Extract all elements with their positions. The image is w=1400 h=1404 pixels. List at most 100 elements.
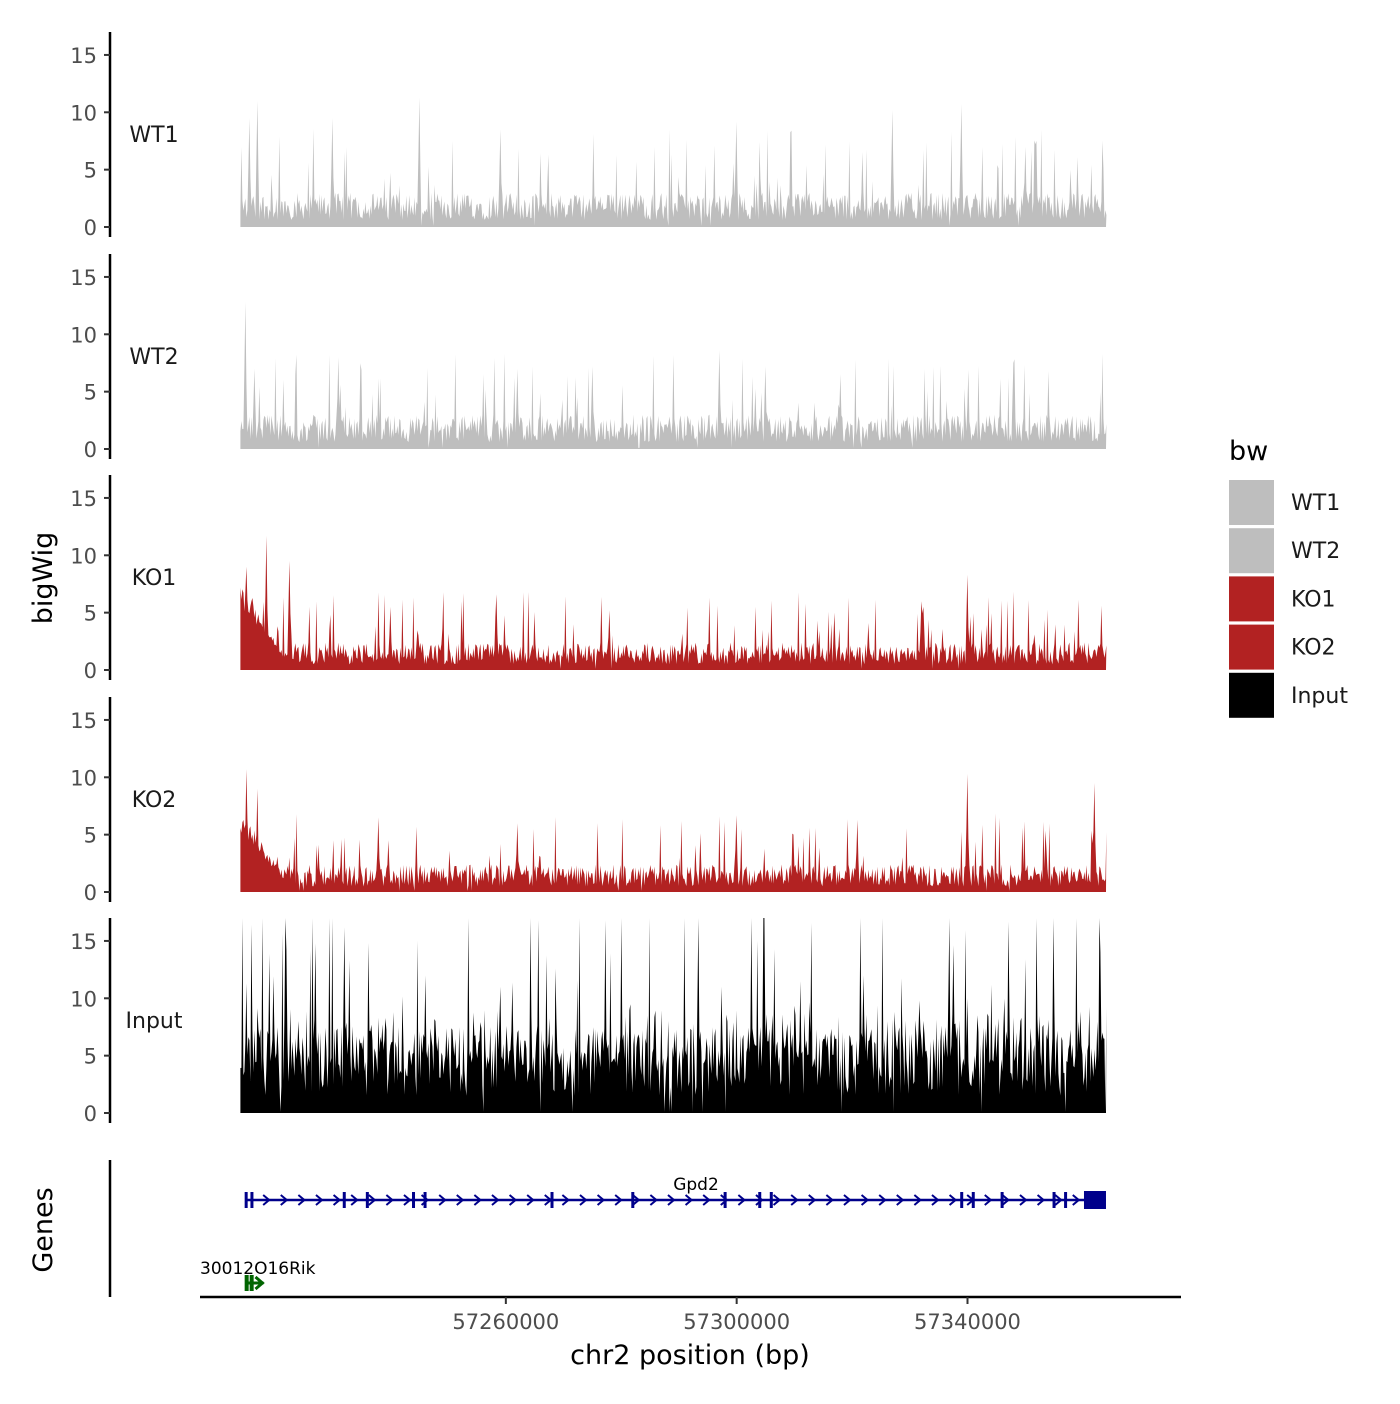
y-tick-label: 15 xyxy=(70,709,97,733)
strand-arrow xyxy=(984,1194,993,1206)
exon xyxy=(244,1275,249,1291)
exon xyxy=(769,1192,773,1208)
strand-arrow xyxy=(755,1194,764,1206)
y-tick-label: 10 xyxy=(70,323,97,347)
exon xyxy=(365,1192,369,1208)
strand-arrow xyxy=(596,1194,606,1206)
exon-last xyxy=(1083,1191,1106,1209)
y-tick-label: 10 xyxy=(70,101,97,125)
legend-label-ko2: KO2 xyxy=(1291,636,1336,661)
exon xyxy=(423,1192,427,1208)
strand-arrow xyxy=(931,1194,940,1206)
gene-label-rik: 30012O16Rik xyxy=(200,1259,316,1279)
signal-area-wt1 xyxy=(240,97,1107,228)
y-tick-label: 15 xyxy=(70,266,97,290)
strand-arrow xyxy=(579,1194,588,1206)
y-tick-label: 5 xyxy=(84,381,97,405)
y-tick-label: 15 xyxy=(70,487,97,511)
exon xyxy=(250,1192,254,1208)
strand-arrow xyxy=(843,1194,852,1206)
strand-arrow xyxy=(825,1194,834,1206)
strand-arrow xyxy=(948,1194,958,1206)
signal-area-ko2 xyxy=(240,769,1107,892)
signal-area-ko1 xyxy=(240,535,1107,670)
strand-arrow xyxy=(280,1194,289,1206)
track-ko1: 0 5 10 15 KO1 xyxy=(70,475,1107,683)
strand-arrow xyxy=(632,1194,641,1206)
legend-swatch-ko1 xyxy=(1229,576,1274,622)
x-tick-label: 57300000 xyxy=(683,1310,790,1334)
exon xyxy=(249,1275,254,1291)
exon xyxy=(342,1192,346,1208)
strand-arrow xyxy=(368,1194,377,1206)
strand-arrow xyxy=(315,1194,324,1206)
strand-arrow xyxy=(332,1194,342,1206)
exon xyxy=(971,1192,975,1208)
y-tick-label: 10 xyxy=(70,544,97,568)
strand-arrow xyxy=(772,1194,782,1206)
exon xyxy=(723,1192,727,1208)
strand-arrow xyxy=(1019,1194,1028,1206)
track-label: KO2 xyxy=(132,788,177,813)
y-tick-label: 0 xyxy=(84,1102,97,1126)
exon xyxy=(1000,1192,1004,1208)
exon xyxy=(412,1192,416,1208)
strand-arrow xyxy=(808,1194,817,1206)
strand-arrow xyxy=(667,1194,676,1206)
strand-arrow xyxy=(403,1194,412,1206)
y-tick-label: 5 xyxy=(84,1045,97,1069)
legend-label-input: Input xyxy=(1291,684,1348,709)
strand-arrow xyxy=(561,1194,570,1206)
track-wt1: 0 5 10 15 WT1 xyxy=(70,32,1107,240)
exon xyxy=(1064,1192,1068,1208)
legend-label-wt1: WT1 xyxy=(1291,491,1340,516)
strand-arrow xyxy=(702,1194,711,1206)
strand-arrow xyxy=(737,1194,746,1206)
legend-label-ko1: KO1 xyxy=(1291,587,1336,612)
y-tick-label: 5 xyxy=(84,824,97,848)
strand-arrow xyxy=(456,1194,465,1206)
legend-swatch-wt2 xyxy=(1229,528,1274,574)
x-axis-title: chr2 position (bp) xyxy=(570,1340,810,1371)
y-tick-label: 15 xyxy=(70,930,97,954)
strand-arrow xyxy=(684,1194,694,1206)
strand-arrow xyxy=(790,1194,799,1206)
track-wt2: 0 5 10 15 WT2 xyxy=(70,254,1107,462)
strand-arrow xyxy=(1054,1194,1063,1206)
genes-axis-title: Genes xyxy=(28,1187,59,1272)
strand-arrow xyxy=(262,1194,271,1206)
exon xyxy=(1052,1192,1056,1208)
y-tick-label: 15 xyxy=(70,44,97,68)
y-tick-label: 0 xyxy=(84,659,97,683)
signal-area-wt2 xyxy=(240,302,1107,449)
y-axis-title: bigWig xyxy=(28,532,59,625)
strand-arrow xyxy=(526,1194,535,1206)
exon xyxy=(631,1192,635,1208)
strand-arrow xyxy=(649,1194,658,1206)
track-label: KO1 xyxy=(132,566,177,591)
track-ko2: 0 5 10 15 KO2 xyxy=(70,697,1107,905)
track-label: WT2 xyxy=(129,345,178,370)
legend-swatch-input xyxy=(1229,672,1274,718)
strand-arrow xyxy=(720,1194,729,1206)
strand-arrow xyxy=(508,1194,518,1206)
legend-swatch-ko2 xyxy=(1229,624,1274,670)
track-label: Input xyxy=(126,1009,183,1034)
legend: bw WT1 WT2 KO1 KO2 Input xyxy=(1229,436,1348,718)
y-tick-label: 10 xyxy=(70,766,97,790)
strand-arrow xyxy=(1001,1194,1010,1206)
strand-arrow xyxy=(438,1194,447,1206)
strand-arrow xyxy=(254,1275,265,1291)
y-tick-label: 10 xyxy=(70,987,97,1011)
strand-arrow xyxy=(896,1194,905,1206)
x-tick-label: 57340000 xyxy=(914,1310,1021,1334)
y-tick-label: 0 xyxy=(84,881,97,905)
y-tick-label: 0 xyxy=(84,216,97,240)
tracks-layer: 0 5 10 15 WT1 0 5 10 15 WT2 0 5 10 15 KO1 0 5 10 15 KO2 0 5 10… xyxy=(70,32,1107,1126)
legend-title: bw xyxy=(1229,436,1268,467)
strand-arrow xyxy=(385,1194,394,1206)
strand-arrow xyxy=(860,1194,870,1206)
genes-layer: Gpd2 30012O16Rik xyxy=(108,1160,1106,1297)
strand-arrow xyxy=(1072,1194,1081,1206)
y-tick-label: 5 xyxy=(84,159,97,183)
